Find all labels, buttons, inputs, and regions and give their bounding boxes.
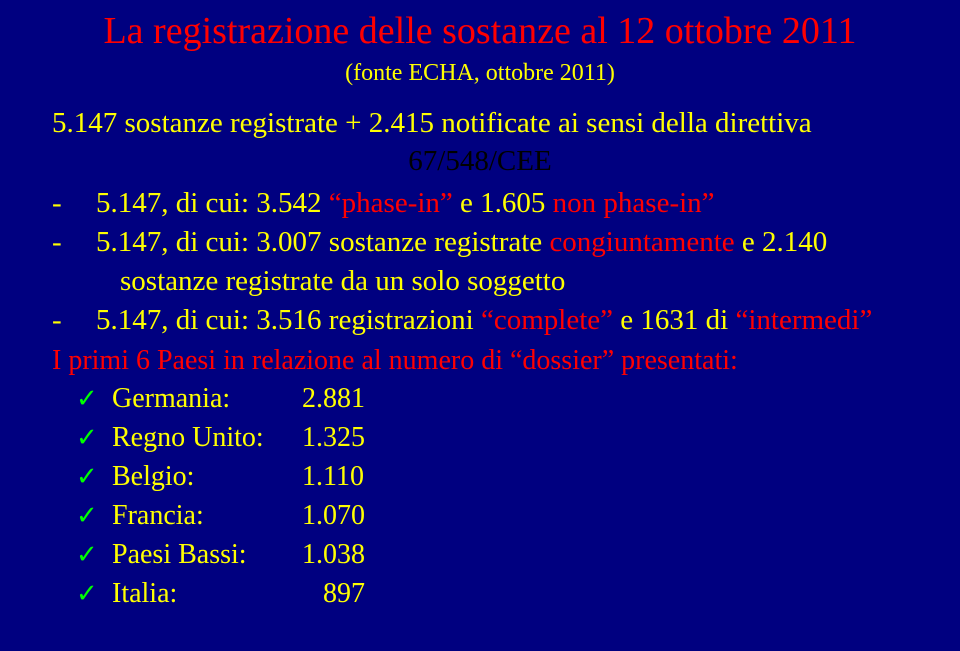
text: e 1631 di <box>613 304 735 336</box>
highlight: “intermedi” <box>735 304 872 336</box>
highlight: “complete” <box>481 304 613 336</box>
country-label: Regno Unito: <box>112 418 302 457</box>
text: e 2.140 <box>735 226 828 258</box>
country-row-4: ✓ Francia: 1.070 <box>76 496 932 535</box>
text: 5.147, di cui: 3.542 <box>96 187 329 219</box>
dash-item-3-text: 5.147, di cui: 3.516 registrazioni “comp… <box>96 301 932 340</box>
check-icon: ✓ <box>76 381 112 417</box>
dash-item-2: - 5.147, di cui: 3.007 sostanze registra… <box>52 223 932 262</box>
intro-line-2: 67/548/CEE <box>28 145 932 178</box>
text: 5.147, di cui: 3.516 registrazioni <box>96 304 481 336</box>
slide-title: La registrazione delle sostanze al 12 ot… <box>28 10 932 54</box>
country-row-3: ✓ Belgio: 1.110 <box>76 457 932 496</box>
highlight: non phase-in” <box>553 187 715 219</box>
slide: La registrazione delle sostanze al 12 ot… <box>0 0 960 651</box>
dash-marker: - <box>52 184 96 223</box>
country-value: 2.881 <box>302 379 365 418</box>
check-icon: ✓ <box>76 459 112 495</box>
intro-line-1: 5.147 sostanze registrate + 2.415 notifi… <box>52 105 932 141</box>
country-label: Paesi Bassi: <box>112 535 302 574</box>
check-icon: ✓ <box>76 420 112 456</box>
dash-marker: - <box>52 223 96 262</box>
country-label: Belgio: <box>112 457 302 496</box>
country-value: 1.110 <box>302 457 364 496</box>
countries-heading: I primi 6 Paesi in relazione al numero d… <box>52 345 932 377</box>
check-icon: ✓ <box>76 576 112 612</box>
dash-item-2-text: 5.147, di cui: 3.007 sostanze registrate… <box>96 223 932 262</box>
countries-list: ✓ Germania: 2.881 ✓ Regno Unito: 1.325 ✓… <box>76 379 932 614</box>
country-label: Germania: <box>112 379 302 418</box>
country-value: 1.070 <box>302 496 365 535</box>
check-icon: ✓ <box>76 498 112 534</box>
dash-marker: - <box>52 301 96 340</box>
country-label: Italia: <box>112 574 302 613</box>
country-row-6: ✓ Italia: 897 <box>76 574 932 613</box>
highlight: congiuntamente <box>549 226 734 258</box>
text: 5.147, di cui: 3.007 sostanze registrate <box>96 226 549 258</box>
check-icon: ✓ <box>76 537 112 573</box>
country-value: 897 <box>302 574 365 613</box>
highlight: “phase-in” <box>329 187 453 219</box>
dash-item-3: - 5.147, di cui: 3.516 registrazioni “co… <box>52 301 932 340</box>
country-row-5: ✓ Paesi Bassi: 1.038 <box>76 535 932 574</box>
country-value: 1.038 <box>302 535 365 574</box>
country-row-1: ✓ Germania: 2.881 <box>76 379 932 418</box>
dash-item-1: - 5.147, di cui: 3.542 “phase-in” e 1.60… <box>52 184 932 223</box>
country-value: 1.325 <box>302 418 365 457</box>
country-label: Francia: <box>112 496 302 535</box>
dash-item-1-text: 5.147, di cui: 3.542 “phase-in” e 1.605 … <box>96 184 932 223</box>
text: e 1.605 <box>453 187 553 219</box>
dash-item-2-continued: sostanze registrate da un solo soggetto <box>120 262 932 301</box>
dash-list: - 5.147, di cui: 3.542 “phase-in” e 1.60… <box>52 184 932 341</box>
country-row-2: ✓ Regno Unito: 1.325 <box>76 418 932 457</box>
slide-subtitle: (fonte ECHA, ottobre 2011) <box>28 60 932 87</box>
